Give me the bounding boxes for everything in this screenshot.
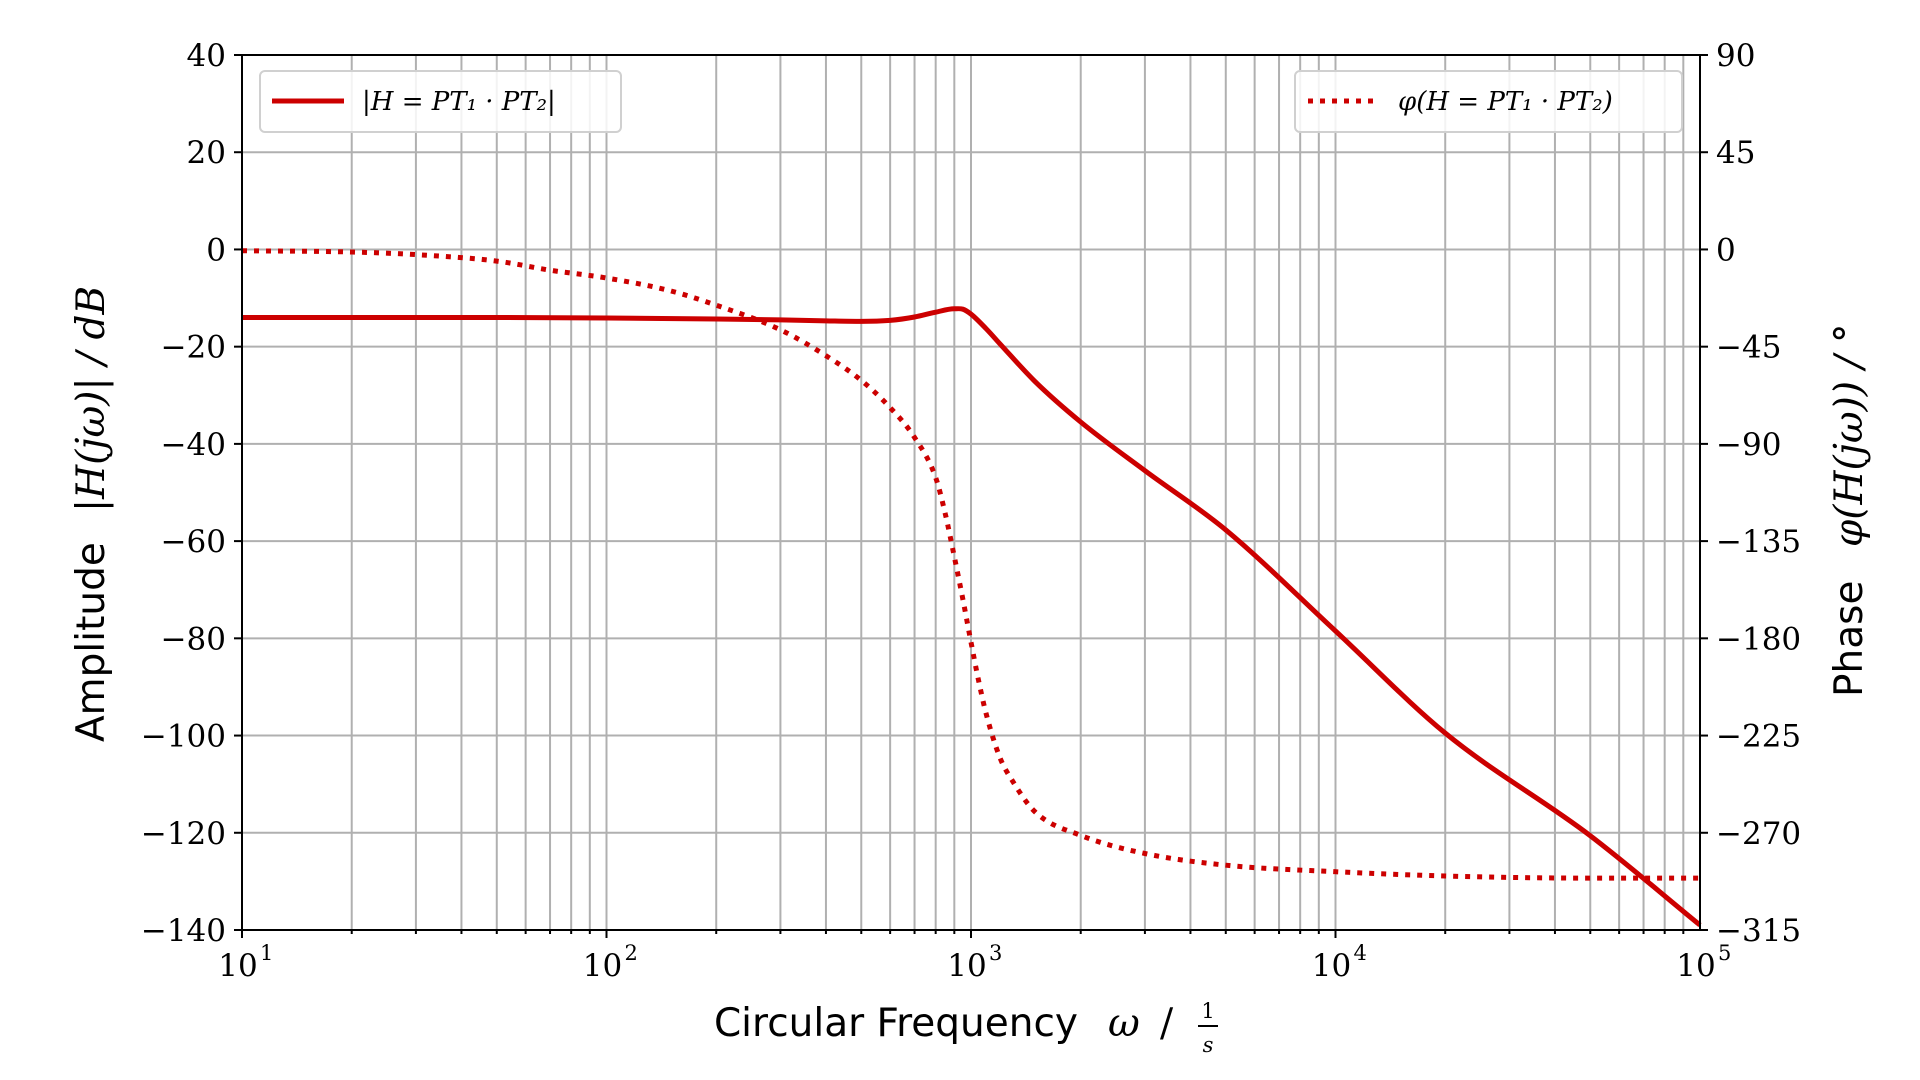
x-axis-unit-numerator: 1 [1201, 999, 1214, 1023]
right-y-tick-label: −315 [1716, 913, 1801, 949]
left-y-tick-label: −60 [161, 524, 226, 560]
x-tick-label-exponent: 4 [1354, 941, 1367, 965]
legend-right-frame [1294, 70, 1683, 133]
tick-labels: 40200−20−40−60−80−100−120−14090450−45−90… [141, 38, 1801, 984]
x-axis-label-symbol: ω [1108, 1001, 1140, 1046]
legend-left-frame [259, 70, 622, 133]
left-axis-label-math: |H(jω)| / dB [69, 286, 114, 512]
x-tick-label: 10 3 [947, 941, 1002, 984]
x-axis-unit-denominator: s [1203, 1033, 1214, 1057]
x-axis-label-text: Circular Frequency [714, 1001, 1078, 1046]
left-y-tick-label: 0 [206, 232, 226, 268]
right-y-tick-label: −135 [1716, 524, 1801, 560]
right-axis-label-math: φ(H(jω)) / ° [1827, 323, 1872, 547]
legend-left: |H = PT₁ · PT₂| [259, 70, 622, 133]
curves [241, 248, 1702, 928]
right-y-tick-label: −270 [1716, 816, 1801, 852]
right-y-tick-label: 90 [1716, 38, 1755, 74]
right-y-tick-label: −225 [1716, 719, 1801, 755]
axis-ticks [234, 54, 1708, 938]
phase-series-line [241, 248, 1700, 881]
grid [241, 54, 1700, 931]
x-tick-label-base: 10 [583, 948, 622, 984]
right-y-tick-label: 0 [1716, 232, 1736, 268]
x-tick-label-exponent: 5 [1718, 941, 1731, 965]
x-tick-label: 10 4 [1312, 941, 1367, 984]
legend-right: φ(H = PT₁ · PT₂) [1294, 70, 1683, 133]
x-tick-label-exponent: 3 [989, 941, 1002, 965]
left-y-tick-label: −100 [141, 719, 226, 755]
right-y-tick-label: −90 [1716, 427, 1781, 463]
left-y-tick-label: −80 [161, 621, 226, 657]
amplitude-series-line [242, 306, 1702, 928]
left-axis-label: Amplitude |H(jω)| / dB [69, 286, 114, 742]
x-tick-label-base: 10 [1676, 948, 1715, 984]
left-y-tick-label: 20 [187, 135, 226, 171]
legend-right-label: φ(H = PT₁ · PT₂) [1398, 87, 1613, 117]
left-y-tick-label: −40 [161, 427, 226, 463]
right-y-tick-label: −180 [1716, 621, 1801, 657]
right-axis-label: Phase φ(H(jω)) / ° [1827, 323, 1872, 697]
x-tick-label: 10 5 [1676, 941, 1731, 984]
x-tick-label-base: 10 [947, 948, 986, 984]
x-tick-label-exponent: 2 [625, 941, 638, 965]
x-tick-label-base: 10 [1312, 948, 1351, 984]
left-y-tick-label: 40 [187, 38, 226, 74]
left-axis-label-text: Amplitude [69, 542, 114, 742]
x-tick-label-base: 10 [218, 948, 257, 984]
x-tick-label: 10 2 [583, 941, 638, 984]
left-y-tick-label: −20 [161, 330, 226, 366]
right-y-tick-label: −45 [1716, 330, 1781, 366]
left-y-tick-label: −140 [141, 913, 226, 949]
x-axis-label-separator: / [1160, 1001, 1174, 1046]
right-axis-label-text: Phase [1827, 581, 1872, 697]
legend-left-label: |H = PT₁ · PT₂| [362, 87, 556, 117]
right-y-tick-label: 45 [1716, 135, 1755, 171]
x-axis-label: Circular Frequency ω / 1 s [714, 999, 1218, 1057]
left-y-tick-label: −120 [141, 816, 226, 852]
x-tick-label: 10 1 [218, 941, 273, 984]
x-tick-label-exponent: 1 [260, 941, 273, 965]
